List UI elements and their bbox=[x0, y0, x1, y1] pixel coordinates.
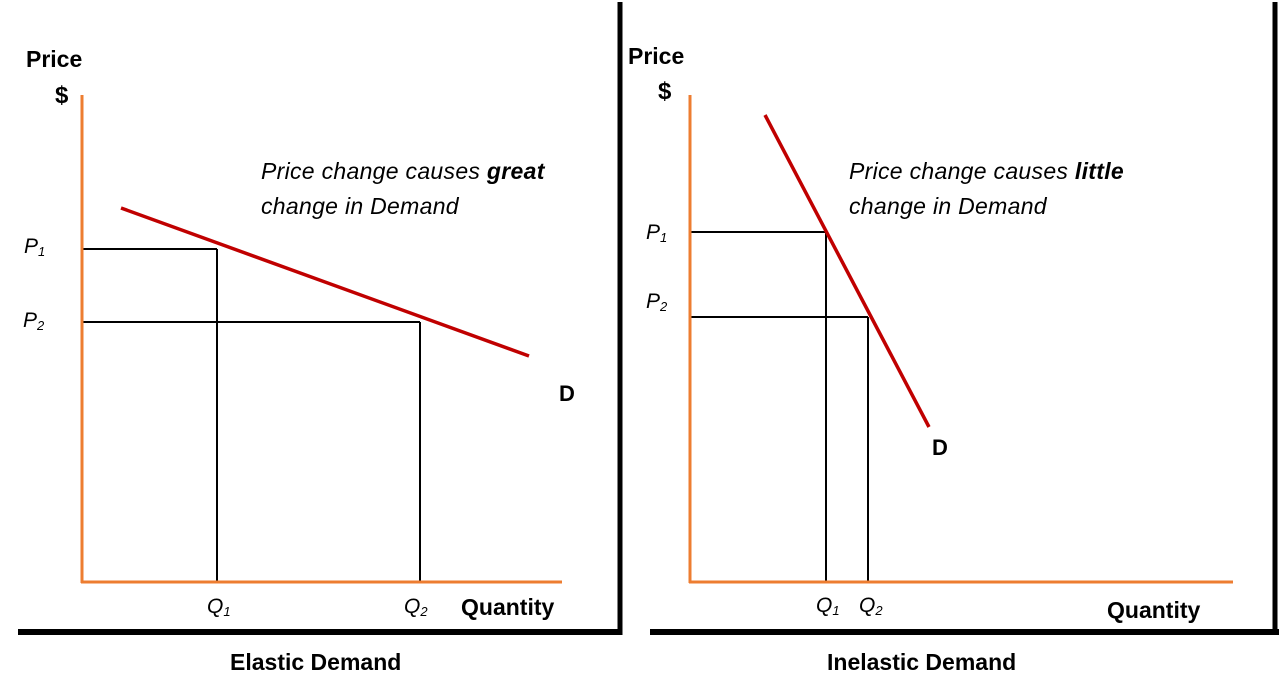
elastic-y-axis-label: Price bbox=[26, 46, 83, 72]
elastic-annotation: Price change causes great change in Dema… bbox=[261, 158, 545, 219]
elastic-y-axis-unit: $ bbox=[55, 82, 69, 109]
inelastic-p1-label: P1 bbox=[646, 221, 668, 245]
inelastic-chart bbox=[688, 95, 1233, 584]
inelastic-q1-label: Q1 bbox=[816, 594, 840, 618]
demand-curve bbox=[763, 114, 931, 428]
elastic-chart bbox=[80, 95, 562, 584]
elastic-q1-label: Q1 bbox=[207, 595, 231, 619]
elastic-caption: Elastic Demand bbox=[230, 649, 402, 675]
elastic-demand-label: D bbox=[559, 381, 575, 406]
elastic-p2-label: P2 bbox=[23, 309, 45, 333]
inelastic-x-axis-label: Quantity bbox=[1107, 597, 1201, 623]
elastic-x-axis-label: Quantity bbox=[461, 594, 555, 620]
demand-curve bbox=[120, 206, 530, 358]
inelastic-y-axis-label: Price bbox=[628, 43, 685, 69]
inelastic-p2-label: P2 bbox=[646, 290, 668, 314]
inelastic-y-axis-unit: $ bbox=[658, 78, 672, 105]
elastic-q2-label: Q2 bbox=[404, 595, 428, 619]
elastic-p1-label: P1 bbox=[24, 235, 46, 259]
inelastic-caption: Inelastic Demand bbox=[827, 649, 1017, 675]
inelastic-demand-label: D bbox=[932, 435, 948, 460]
inelastic-annotation: Price change causes little change in Dem… bbox=[849, 158, 1124, 219]
inelastic-q2-label: Q2 bbox=[859, 594, 883, 618]
